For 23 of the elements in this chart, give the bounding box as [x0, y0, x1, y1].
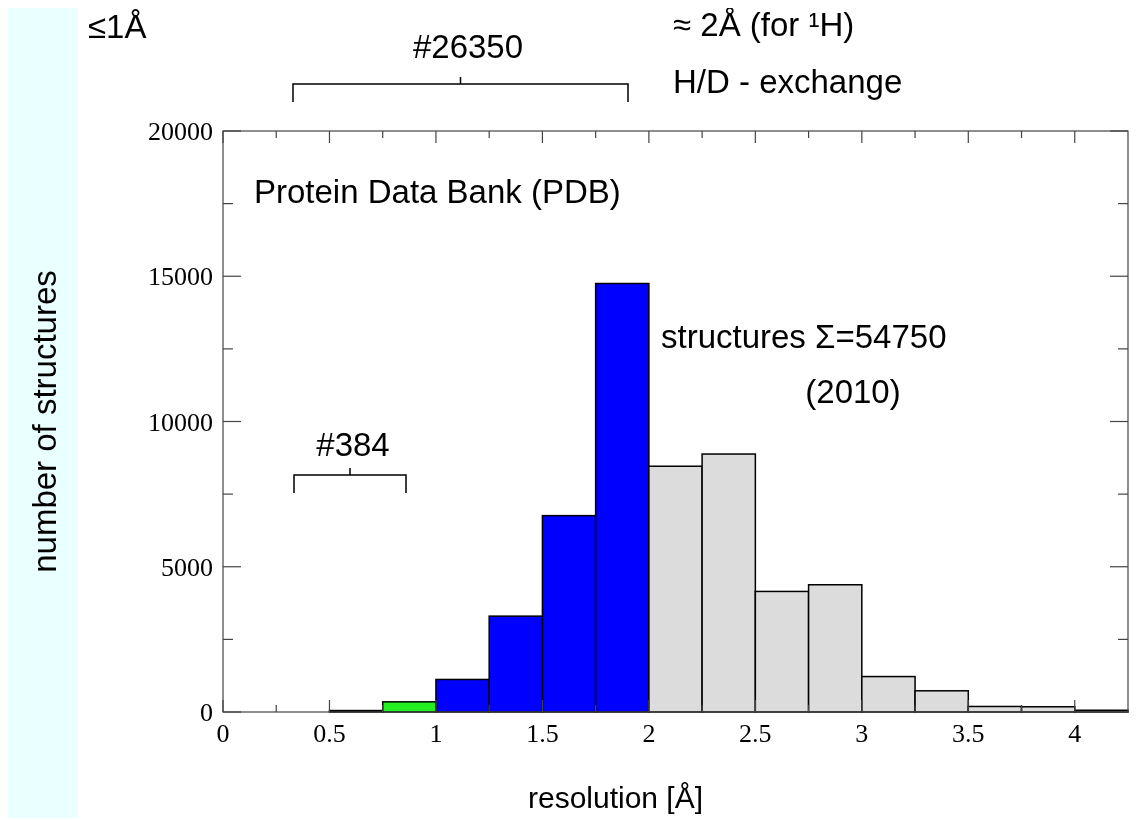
x-tick-label: 3.5 — [952, 719, 985, 748]
text: ≈ 2Å (for ¹H) — [673, 6, 855, 43]
annotation: structures Σ=54750 — [661, 318, 947, 355]
x-tick-label: 3 — [855, 719, 869, 748]
y-tick-label: 15000 — [148, 262, 213, 292]
x-tick-label: 2 — [642, 719, 656, 748]
y-tick-label: 0 — [200, 698, 213, 728]
annotation: (2010) — [805, 373, 901, 410]
y-axis-title: number of structures — [26, 270, 63, 573]
x-tick-label: 2.5 — [739, 719, 772, 748]
annotation: #384 — [316, 426, 390, 463]
x-tick-label: 0.5 — [313, 719, 346, 748]
x-axis-title: resolution [Å] — [527, 781, 704, 814]
y-tick-label: 5000 — [161, 552, 213, 582]
annotation: Protein Data Bank (PDB) — [254, 173, 621, 210]
y-tick-label: 20000 — [148, 117, 213, 147]
x-tick-label: 1 — [429, 719, 443, 748]
x-tick-label: 4 — [1068, 719, 1082, 748]
text: #26350 — [412, 28, 524, 65]
y-tick-label: 10000 — [148, 407, 213, 437]
text: H/D - exchange — [673, 63, 903, 100]
text: ≤1Å — [88, 8, 147, 45]
x-tick-label: 1.5 — [526, 719, 559, 748]
